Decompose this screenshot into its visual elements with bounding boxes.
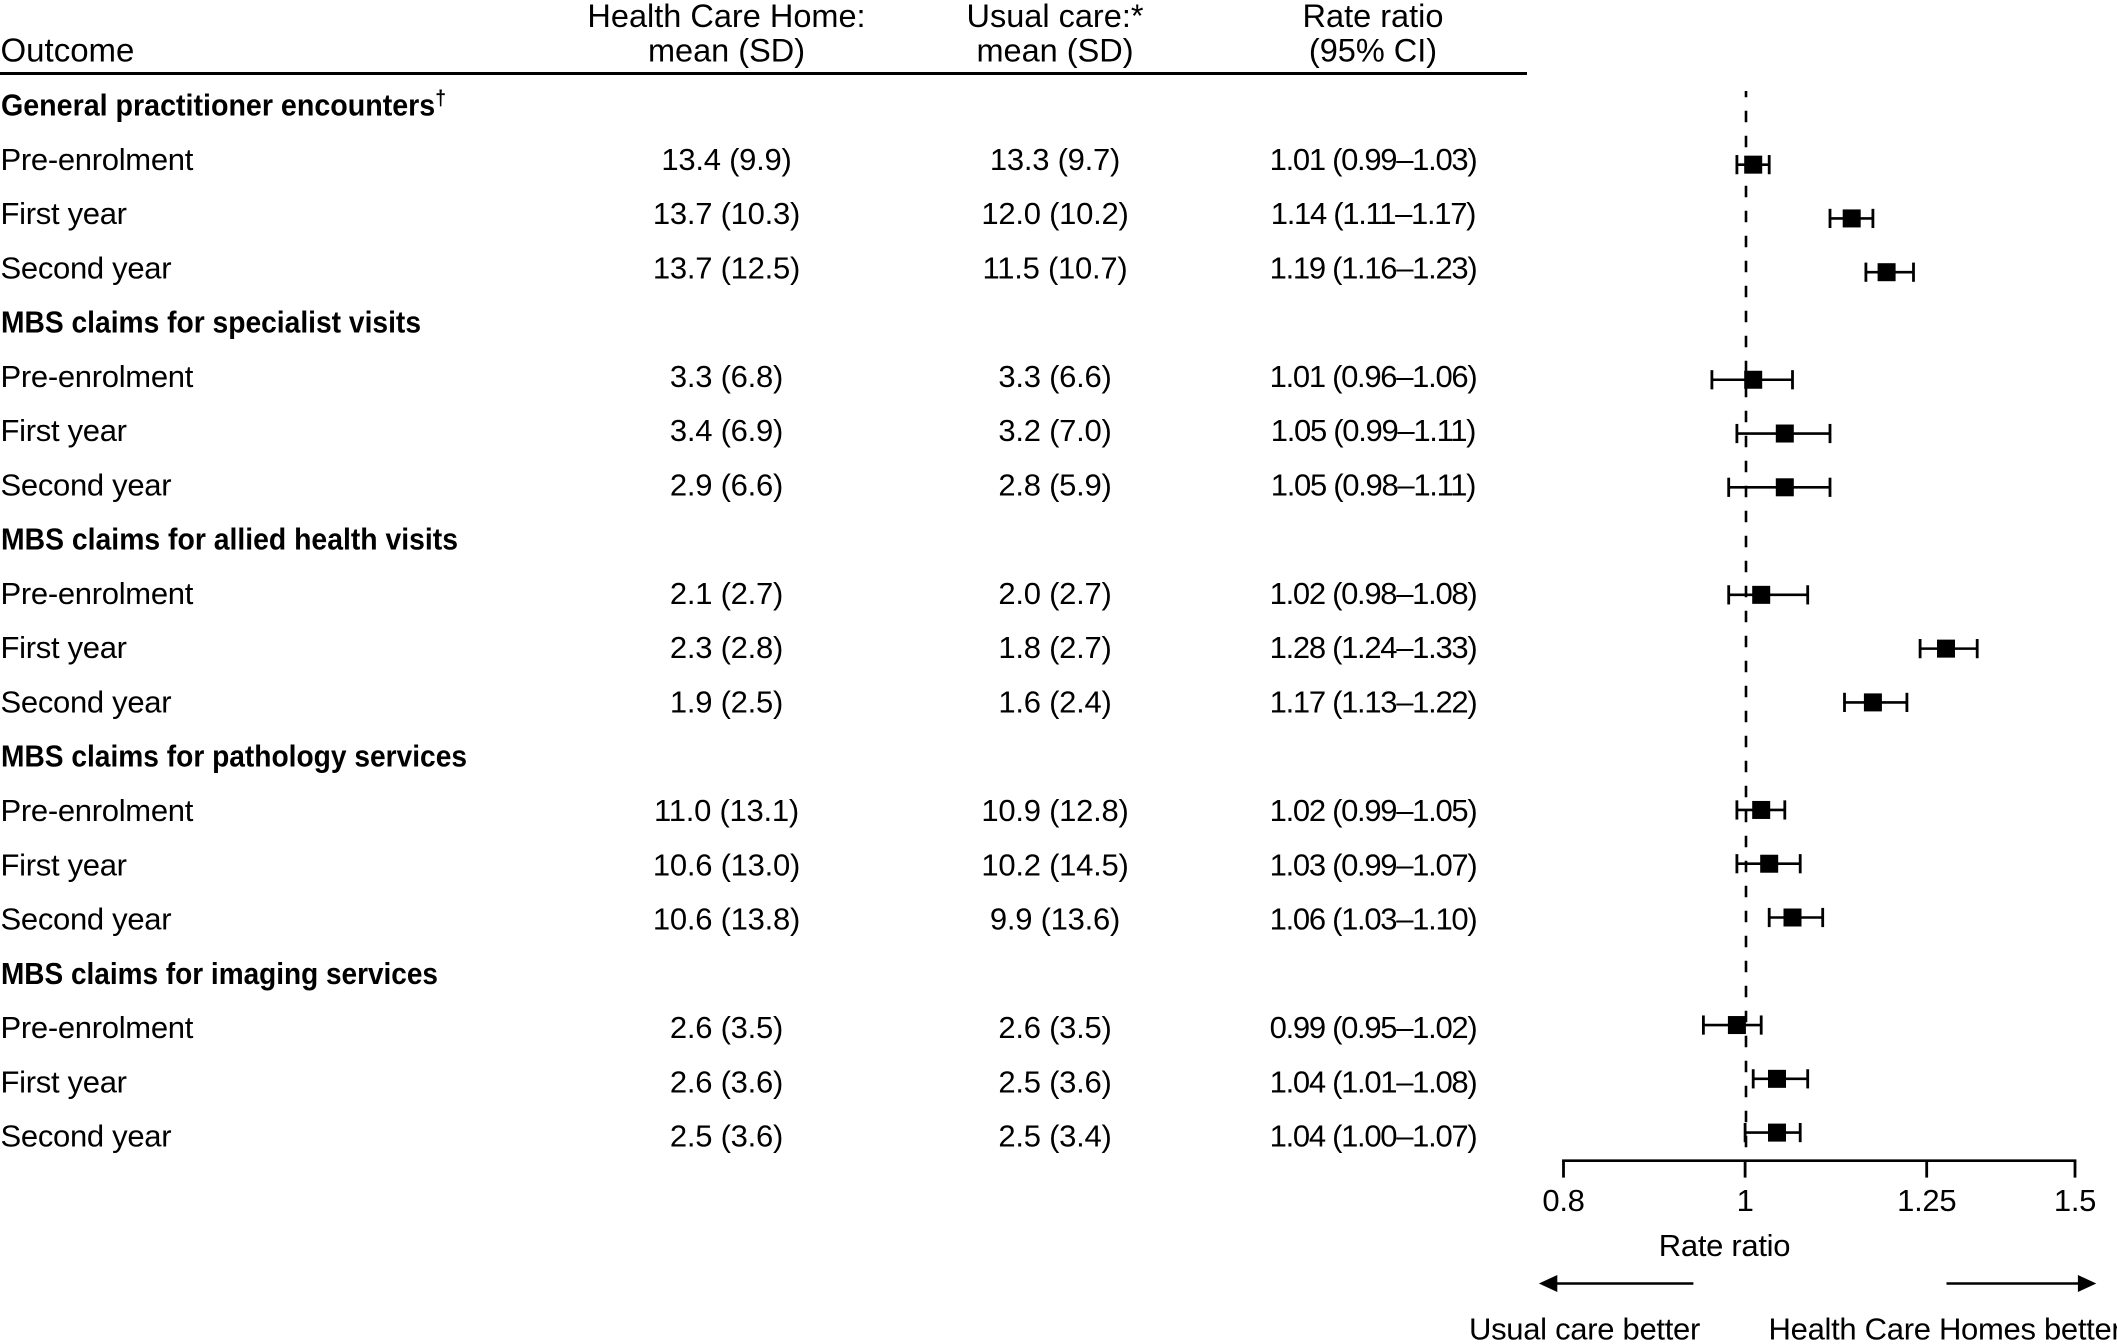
svg-text:First year: First year — [1, 1064, 127, 1099]
svg-text:3.4 (6.9): 3.4 (6.9) — [670, 413, 783, 448]
svg-text:3.3 (6.6): 3.3 (6.6) — [998, 359, 1111, 394]
svg-text:1.01 (0.96–1.06): 1.01 (0.96–1.06) — [1270, 359, 1477, 394]
svg-text:10.2 (14.5): 10.2 (14.5) — [981, 847, 1128, 882]
svg-text:2.5 (3.6): 2.5 (3.6) — [998, 1064, 1111, 1099]
svg-text:Pre-enrolment: Pre-enrolment — [1, 1010, 194, 1045]
svg-text:1.02 (0.98–1.08): 1.02 (0.98–1.08) — [1270, 576, 1477, 611]
svg-text:13.7 (10.3): 13.7 (10.3) — [653, 196, 800, 231]
svg-text:1.03 (0.99–1.07): 1.03 (0.99–1.07) — [1270, 847, 1477, 882]
svg-text:11.0 (13.1): 11.0 (13.1) — [654, 793, 799, 828]
svg-text:MBS claims for pathology servi: MBS claims for pathology services — [1, 739, 467, 774]
svg-text:2.1 (2.7): 2.1 (2.7) — [670, 576, 783, 611]
svg-text:Pre-enrolment: Pre-enrolment — [1, 359, 194, 394]
svg-text:2.9 (6.6): 2.9 (6.6) — [670, 467, 783, 502]
svg-text:2.0 (2.7): 2.0 (2.7) — [998, 576, 1111, 611]
svg-text:9.9 (13.6): 9.9 (13.6) — [990, 902, 1120, 937]
svg-text:First year: First year — [1, 196, 127, 231]
svg-text:1.04 (1.00–1.07): 1.04 (1.00–1.07) — [1270, 1119, 1477, 1154]
svg-text:11.5 (10.7): 11.5 (10.7) — [983, 250, 1128, 285]
svg-text:First year: First year — [1, 630, 127, 665]
svg-text:Second year: Second year — [1, 685, 172, 720]
svg-text:First year: First year — [1, 847, 127, 882]
svg-text:Second year: Second year — [1, 467, 172, 502]
svg-text:General practitioner encounter: General practitioner encounters† — [1, 87, 446, 123]
svg-text:1.06 (1.03–1.10): 1.06 (1.03–1.10) — [1270, 902, 1477, 937]
svg-text:1: 1 — [1737, 1183, 1754, 1218]
svg-text:3.3 (6.8): 3.3 (6.8) — [670, 359, 783, 394]
svg-text:1.25: 1.25 — [1897, 1183, 1956, 1218]
svg-text:10.6 (13.8): 10.6 (13.8) — [653, 902, 800, 937]
svg-text:mean (SD): mean (SD) — [976, 32, 1133, 68]
svg-text:1.28 (1.24–1.33): 1.28 (1.24–1.33) — [1270, 630, 1477, 665]
svg-text:Second year: Second year — [1, 1119, 172, 1154]
svg-text:13.3 (9.7): 13.3 (9.7) — [990, 142, 1120, 177]
svg-text:2.5 (3.6): 2.5 (3.6) — [670, 1119, 783, 1154]
svg-text:1.6 (2.4): 1.6 (2.4) — [998, 685, 1111, 720]
svg-text:Second year: Second year — [1, 250, 172, 285]
svg-text:12.0 (10.2): 12.0 (10.2) — [981, 196, 1128, 231]
svg-text:1.02 (0.99–1.05): 1.02 (0.99–1.05) — [1270, 793, 1477, 828]
svg-text:2.3 (2.8): 2.3 (2.8) — [670, 630, 783, 665]
svg-text:1.17 (1.13–1.22): 1.17 (1.13–1.22) — [1270, 685, 1477, 720]
svg-text:(95% CI): (95% CI) — [1309, 32, 1437, 68]
svg-text:10.6 (13.0): 10.6 (13.0) — [653, 847, 800, 882]
svg-text:2.6 (3.5): 2.6 (3.5) — [670, 1010, 783, 1045]
svg-text:Usual care better: Usual care better — [1469, 1312, 1700, 1344]
svg-text:1.9 (2.5): 1.9 (2.5) — [670, 685, 783, 720]
svg-text:1.05 (0.98–1.11): 1.05 (0.98–1.11) — [1271, 467, 1475, 502]
svg-text:1.5: 1.5 — [2054, 1183, 2096, 1218]
svg-text:1.04 (1.01–1.08): 1.04 (1.01–1.08) — [1270, 1064, 1477, 1099]
svg-text:Outcome: Outcome — [1, 31, 135, 68]
svg-text:Rate ratio: Rate ratio — [1659, 1228, 1790, 1263]
svg-text:2.6 (3.6): 2.6 (3.6) — [670, 1064, 783, 1099]
svg-text:0.99 (0.95–1.02): 0.99 (0.95–1.02) — [1270, 1010, 1477, 1045]
svg-text:1.8 (2.7): 1.8 (2.7) — [998, 630, 1111, 665]
svg-text:2.8 (5.9): 2.8 (5.9) — [998, 467, 1111, 502]
svg-text:Second year: Second year — [1, 902, 172, 937]
svg-text:Health Care Home:: Health Care Home: — [587, 0, 865, 34]
svg-text:0.8: 0.8 — [1542, 1183, 1584, 1218]
svg-text:Health Care Homes better: Health Care Homes better — [1769, 1312, 2117, 1344]
svg-text:MBS claims for imaging service: MBS claims for imaging services — [1, 956, 438, 991]
svg-text:MBS claims for specialist visi: MBS claims for specialist visits — [1, 305, 421, 340]
svg-text:Rate ratio: Rate ratio — [1303, 0, 1444, 34]
svg-text:Pre-enrolment: Pre-enrolment — [1, 793, 194, 828]
svg-text:First year: First year — [1, 413, 127, 448]
svg-text:mean (SD): mean (SD) — [648, 32, 805, 68]
svg-text:MBS claims for allied health v: MBS claims for allied health visits — [1, 522, 458, 557]
svg-text:13.7 (12.5): 13.7 (12.5) — [653, 250, 800, 285]
svg-text:3.2 (7.0): 3.2 (7.0) — [998, 413, 1111, 448]
svg-text:2.5 (3.4): 2.5 (3.4) — [998, 1119, 1111, 1154]
svg-text:13.4 (9.9): 13.4 (9.9) — [661, 142, 791, 177]
svg-text:10.9 (12.8): 10.9 (12.8) — [981, 793, 1128, 828]
svg-text:Pre-enrolment: Pre-enrolment — [1, 576, 194, 611]
svg-text:1.01 (0.99–1.03): 1.01 (0.99–1.03) — [1270, 142, 1477, 177]
svg-text:2.6 (3.5): 2.6 (3.5) — [998, 1010, 1111, 1045]
svg-text:1.05 (0.99–1.11): 1.05 (0.99–1.11) — [1271, 413, 1475, 448]
svg-text:Pre-enrolment: Pre-enrolment — [1, 142, 194, 177]
svg-text:1.19 (1.16–1.23): 1.19 (1.16–1.23) — [1270, 250, 1477, 285]
svg-text:Usual care:*: Usual care:* — [966, 0, 1143, 34]
svg-text:1.14 (1.11–1.17): 1.14 (1.11–1.17) — [1271, 196, 1475, 231]
